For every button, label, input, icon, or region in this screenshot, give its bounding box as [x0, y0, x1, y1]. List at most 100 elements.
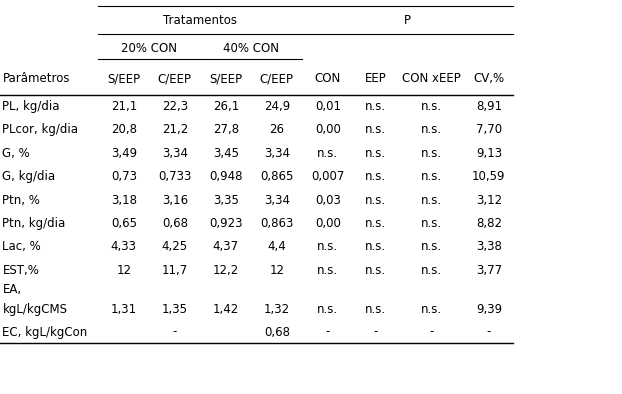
- Text: 12: 12: [116, 264, 131, 277]
- Text: n.s.: n.s.: [421, 170, 442, 183]
- Text: 0,00: 0,00: [315, 217, 341, 230]
- Text: 1,42: 1,42: [213, 303, 239, 316]
- Text: Lac, %: Lac, %: [2, 240, 41, 253]
- Text: 10,59: 10,59: [472, 170, 506, 183]
- Text: kgL/kgCMS: kgL/kgCMS: [2, 303, 68, 316]
- Text: 3,34: 3,34: [264, 193, 290, 206]
- Text: 8,82: 8,82: [476, 217, 502, 230]
- Text: 3,18: 3,18: [111, 193, 137, 206]
- Text: 4,25: 4,25: [162, 240, 188, 253]
- Text: C/EEP: C/EEP: [158, 72, 192, 85]
- Text: n.s.: n.s.: [421, 123, 442, 136]
- Text: -: -: [429, 325, 434, 338]
- Text: 21,1: 21,1: [111, 100, 137, 113]
- Text: 0,733: 0,733: [158, 170, 192, 183]
- Text: S/EEP: S/EEP: [209, 72, 243, 85]
- Text: n.s.: n.s.: [421, 217, 442, 230]
- Text: 0,01: 0,01: [315, 100, 341, 113]
- Text: n.s.: n.s.: [421, 240, 442, 253]
- Text: PLcor, kg/dia: PLcor, kg/dia: [2, 123, 78, 136]
- Text: n.s.: n.s.: [365, 100, 386, 113]
- Text: EST,%: EST,%: [2, 264, 39, 277]
- Text: 26,1: 26,1: [213, 100, 239, 113]
- Text: n.s.: n.s.: [365, 264, 386, 277]
- Text: 0,00: 0,00: [315, 123, 341, 136]
- Text: 3,45: 3,45: [213, 147, 239, 160]
- Text: 3,16: 3,16: [162, 193, 188, 206]
- Text: CON xEEP: CON xEEP: [402, 72, 461, 85]
- Text: EC, kgL/kgCon: EC, kgL/kgCon: [2, 325, 88, 338]
- Text: EA,: EA,: [2, 283, 22, 296]
- Text: n.s.: n.s.: [317, 264, 338, 277]
- Text: 3,12: 3,12: [476, 193, 502, 206]
- Text: 0,865: 0,865: [260, 170, 294, 183]
- Text: 24,9: 24,9: [264, 100, 290, 113]
- Text: G, kg/dia: G, kg/dia: [2, 170, 55, 183]
- Text: -: -: [486, 325, 491, 338]
- Text: n.s.: n.s.: [365, 193, 386, 206]
- Text: 0,65: 0,65: [111, 217, 137, 230]
- Text: Ptn, %: Ptn, %: [2, 193, 40, 206]
- Text: n.s.: n.s.: [365, 123, 386, 136]
- Text: 8,91: 8,91: [476, 100, 502, 113]
- Text: G, %: G, %: [2, 147, 30, 160]
- Text: 1,32: 1,32: [264, 303, 290, 316]
- Text: 3,34: 3,34: [264, 147, 290, 160]
- Text: 27,8: 27,8: [213, 123, 239, 136]
- Text: Tratamentos: Tratamentos: [164, 14, 237, 26]
- Text: n.s.: n.s.: [317, 240, 338, 253]
- Text: n.s.: n.s.: [421, 100, 442, 113]
- Text: 0,948: 0,948: [209, 170, 243, 183]
- Text: 0,923: 0,923: [209, 217, 243, 230]
- Text: n.s.: n.s.: [421, 303, 442, 316]
- Text: 12: 12: [269, 264, 284, 277]
- Text: P: P: [404, 14, 411, 26]
- Text: 20,8: 20,8: [111, 123, 137, 136]
- Text: 0,007: 0,007: [311, 170, 345, 183]
- Text: 3,38: 3,38: [476, 240, 502, 253]
- Text: 9,13: 9,13: [476, 147, 502, 160]
- Text: EEP: EEP: [365, 72, 386, 85]
- Text: 7,70: 7,70: [476, 123, 502, 136]
- Text: 1,35: 1,35: [162, 303, 188, 316]
- Text: 4,33: 4,33: [111, 240, 137, 253]
- Text: 4,4: 4,4: [267, 240, 286, 253]
- Text: CV,%: CV,%: [473, 72, 504, 85]
- Text: n.s.: n.s.: [365, 217, 386, 230]
- Text: n.s.: n.s.: [421, 147, 442, 160]
- Text: n.s.: n.s.: [317, 147, 338, 160]
- Text: 0,863: 0,863: [260, 217, 294, 230]
- Text: PL, kg/dia: PL, kg/dia: [2, 100, 60, 113]
- Text: 0,68: 0,68: [264, 325, 290, 338]
- Text: 0,03: 0,03: [315, 193, 341, 206]
- Text: 3,77: 3,77: [476, 264, 502, 277]
- Text: n.s.: n.s.: [365, 170, 386, 183]
- Text: C/EEP: C/EEP: [260, 72, 294, 85]
- Text: 21,2: 21,2: [162, 123, 188, 136]
- Text: 11,7: 11,7: [162, 264, 188, 277]
- Text: Parâmetros: Parâmetros: [2, 72, 70, 85]
- Text: 26: 26: [269, 123, 284, 136]
- Text: 3,35: 3,35: [213, 193, 239, 206]
- Text: 3,49: 3,49: [111, 147, 137, 160]
- Text: 0,73: 0,73: [111, 170, 137, 183]
- Text: 12,2: 12,2: [213, 264, 239, 277]
- Text: -: -: [172, 325, 177, 338]
- Text: 1,31: 1,31: [111, 303, 137, 316]
- Text: S/EEP: S/EEP: [107, 72, 141, 85]
- Text: -: -: [325, 325, 330, 338]
- Text: 4,37: 4,37: [213, 240, 239, 253]
- Text: n.s.: n.s.: [317, 303, 338, 316]
- Text: 40% CON: 40% CON: [223, 42, 279, 55]
- Text: Ptn, kg/dia: Ptn, kg/dia: [2, 217, 66, 230]
- Text: n.s.: n.s.: [421, 193, 442, 206]
- Text: -: -: [373, 325, 378, 338]
- Text: n.s.: n.s.: [365, 240, 386, 253]
- Text: n.s.: n.s.: [365, 303, 386, 316]
- Text: n.s.: n.s.: [421, 264, 442, 277]
- Text: 0,68: 0,68: [162, 217, 188, 230]
- Text: 20% CON: 20% CON: [121, 42, 177, 55]
- Text: CON: CON: [315, 72, 341, 85]
- Text: 3,34: 3,34: [162, 147, 188, 160]
- Text: 22,3: 22,3: [162, 100, 188, 113]
